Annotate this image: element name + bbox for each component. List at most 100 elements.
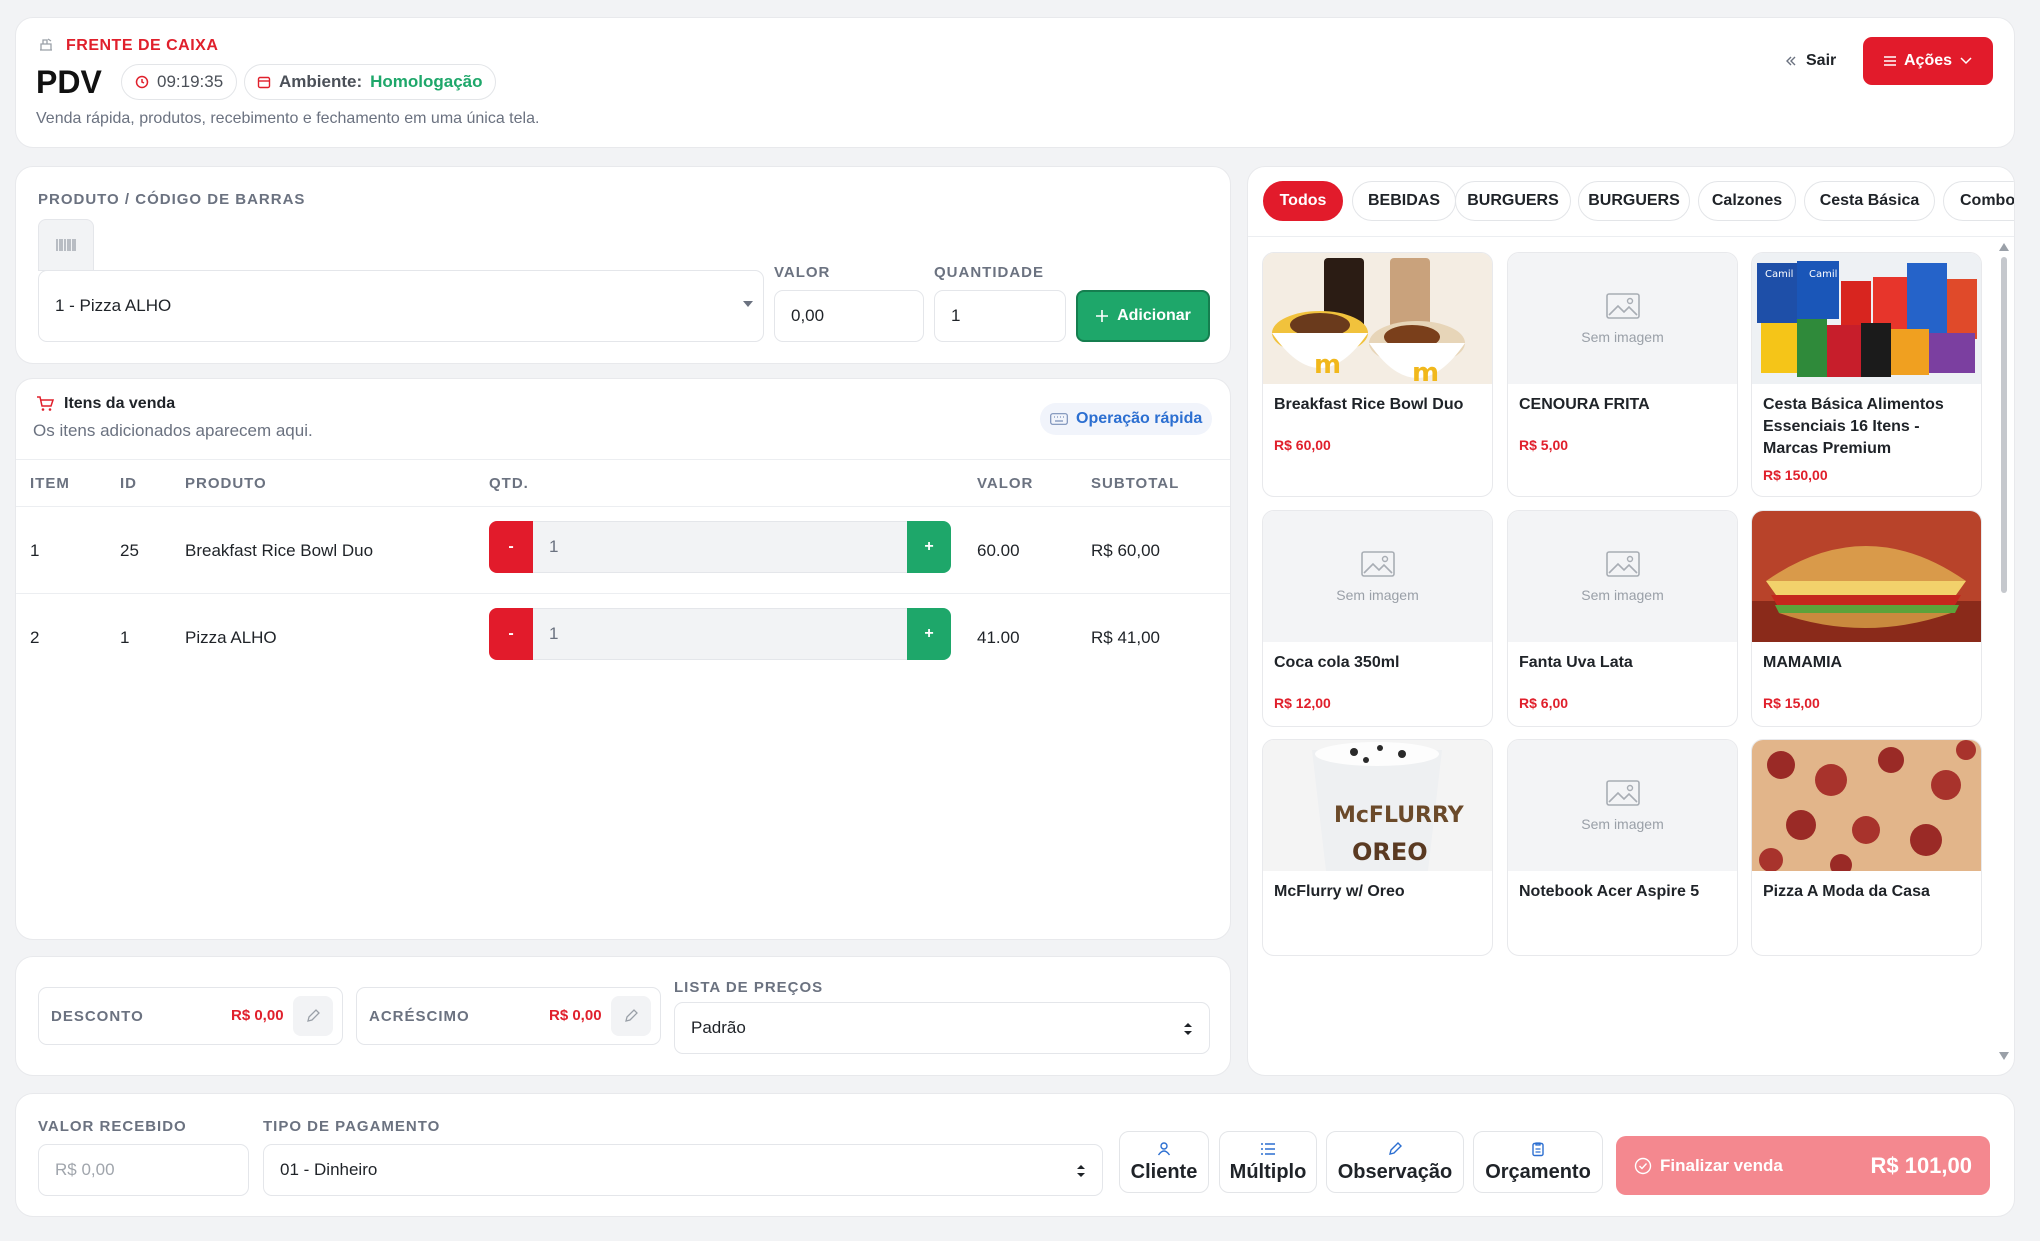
product-select[interactable]: 1 - Pizza ALHO <box>38 270 764 342</box>
quote-label: Orçamento <box>1485 1160 1591 1183</box>
category-todos[interactable]: Todos <box>1263 181 1343 221</box>
table-header-row <box>16 459 1230 507</box>
clock-badge: 09:19:35 <box>121 64 238 100</box>
product-price: R$ 12,00 <box>1274 695 1331 711</box>
increment-button[interactable]: + <box>907 608 951 660</box>
barcode-button[interactable] <box>38 219 94 271</box>
no-image-label: Sem imagem <box>1581 815 1664 832</box>
client-label: Cliente <box>1130 1160 1198 1183</box>
quantity-input[interactable]: 1 <box>934 290 1066 342</box>
product-card[interactable]: Sem imagem Coca cola 350ml R$ 12,00 <box>1262 510 1493 727</box>
pricelist-label: LISTA DE PREÇOS <box>674 979 824 996</box>
row-subtotal: R$ 60,00 <box>1091 541 1160 560</box>
surcharge-value: R$ 0,00 <box>549 1007 602 1024</box>
received-input[interactable]: R$ 0,00 <box>38 1144 249 1196</box>
value-label: VALOR <box>774 264 831 281</box>
product-grid-scrollbar[interactable] <box>1998 243 2010 1063</box>
multiple-payment-button[interactable]: Múltiplo <box>1219 1131 1317 1193</box>
qty-value[interactable]: 1 <box>533 521 907 573</box>
note-button[interactable]: Observação <box>1326 1131 1464 1193</box>
pricelist-select[interactable]: Padrão <box>674 1002 1210 1054</box>
row-product: Breakfast Rice Bowl Duo <box>185 541 374 560</box>
value-input[interactable]: 0,00 <box>774 290 924 342</box>
no-image-label: Sem imagem <box>1581 586 1664 603</box>
product-image <box>1752 511 1981 642</box>
category-calzones[interactable]: Calzones <box>1698 181 1796 221</box>
increment-button[interactable]: + <box>907 521 951 573</box>
scrollbar-thumb[interactable] <box>2001 257 2007 593</box>
product-image: m m <box>1263 253 1492 384</box>
check-circle-icon <box>1634 1157 1652 1175</box>
row-item: 2 <box>30 628 40 647</box>
exit-button[interactable]: Sair <box>1784 46 1836 76</box>
edit-surcharge-button[interactable] <box>611 996 651 1036</box>
quote-button[interactable]: Orçamento <box>1473 1131 1603 1193</box>
product-card[interactable]: Camil Camil Cesta Básica Alimentos Essen… <box>1751 252 1982 497</box>
product-image-placeholder: Sem imagem <box>1508 253 1737 384</box>
product-card[interactable]: MAMAMIA R$ 15,00 <box>1751 510 1982 727</box>
product-name: Fanta Uva Lata <box>1519 654 1633 671</box>
product-card[interactable]: Sem imagem Fanta Uva Lata R$ 6,00 <box>1507 510 1738 727</box>
clock-time: 09:19:35 <box>157 72 224 91</box>
product-price: R$ 60,00 <box>1274 437 1331 453</box>
qty-value[interactable]: 1 <box>533 608 907 660</box>
scroll-up-icon <box>1999 243 2009 251</box>
exit-label: Sair <box>1806 52 1837 69</box>
pen-icon <box>1387 1141 1403 1157</box>
row-product: Pizza ALHO <box>185 628 277 647</box>
items-card: Itens da venda Os itens adicionados apar… <box>15 378 1231 940</box>
product-name: McFlurry w/ Oreo <box>1274 883 1405 900</box>
quantity-input-text: 1 <box>951 306 961 325</box>
image-icon <box>1360 550 1395 577</box>
product-card[interactable]: Pizza A Moda da Casa <box>1751 739 1982 956</box>
decrement-button[interactable]: - <box>489 521 533 573</box>
payment-type-select[interactable]: 01 - Dinheiro <box>263 1144 1103 1196</box>
no-image-label: Sem imagem <box>1336 586 1419 603</box>
product-card[interactable]: Sem imagem Notebook Acer Aspire 5 <box>1507 739 1738 956</box>
category-bebidas[interactable]: BEBIDAS <box>1352 181 1456 221</box>
category-combo[interactable]: Combo <box>1943 181 2014 221</box>
cart-icon <box>36 396 54 412</box>
category-burguers-2[interactable]: BURGUERS <box>1578 181 1690 221</box>
product-name: MAMAMIA <box>1763 654 1843 671</box>
calendar-icon <box>257 75 271 89</box>
multiple-label: Múltiplo <box>1229 1160 1307 1183</box>
product-name: Breakfast Rice Bowl Duo <box>1274 396 1464 413</box>
product-name: Cesta Básica Alimentos Essenciais 16 Ite… <box>1763 396 1944 457</box>
decrement-button[interactable]: - <box>489 608 533 660</box>
col-id: ID <box>120 475 137 492</box>
finish-sale-button[interactable]: Finalizar venda R$ 101,00 <box>1616 1136 1990 1195</box>
row-value: 41.00 <box>977 628 1020 647</box>
env-label: Ambiente: <box>279 72 363 91</box>
product-card[interactable]: Sem imagem CENOURA FRITA R$ 5,00 <box>1507 252 1738 497</box>
quantity-stepper: - 1 + <box>489 608 951 660</box>
pricelist-value: Padrão <box>691 1018 746 1037</box>
sort-arrows-icon <box>1183 1022 1193 1036</box>
svg-text:Camil: Camil <box>1765 269 1793 280</box>
product-select-value: 1 - Pizza ALHO <box>55 296 172 315</box>
pencil-icon <box>305 1008 321 1024</box>
category-cesta-basica[interactable]: Cesta Básica <box>1804 181 1935 221</box>
section-label: FRENTE DE CAIXA <box>66 37 219 54</box>
table-row <box>16 507 1230 594</box>
environment-badge: Ambiente: Homologação <box>244 64 496 100</box>
payment-type-value: 01 - Dinheiro <box>280 1160 378 1179</box>
svg-text:McFLURRY: McFLURRY <box>1334 803 1465 828</box>
product-card[interactable]: m m Breakfast Rice Bowl Duo R$ 60,00 <box>1262 252 1493 497</box>
client-button[interactable]: Cliente <box>1119 1131 1209 1193</box>
barcode-icon <box>55 238 77 252</box>
adjustments-card: DESCONTO R$ 0,00 ACRÉSCIMO R$ 0,00 LISTA… <box>15 956 1231 1076</box>
category-bar: Todos BEBIDAS BURGUERS BURGUERS Calzones… <box>1248 167 2014 237</box>
quantity-stepper: - 1 + <box>489 521 951 573</box>
row-item: 1 <box>30 541 40 560</box>
page-subtitle: Venda rápida, produtos, recebimento e fe… <box>36 110 540 127</box>
add-button[interactable]: Adicionar <box>1076 290 1210 342</box>
category-burguers[interactable]: BURGUERS <box>1455 181 1571 221</box>
col-item: ITEM <box>30 475 70 492</box>
product-card[interactable]: McFLURRY OREO McFlurry w/ Oreo <box>1262 739 1493 956</box>
edit-discount-button[interactable] <box>293 996 333 1036</box>
quick-op-button[interactable]: Operação rápida <box>1040 403 1213 435</box>
actions-button[interactable]: Ações <box>1863 37 1993 85</box>
product-image: McFLURRY OREO <box>1263 740 1492 871</box>
note-label: Observação <box>1337 1160 1453 1183</box>
